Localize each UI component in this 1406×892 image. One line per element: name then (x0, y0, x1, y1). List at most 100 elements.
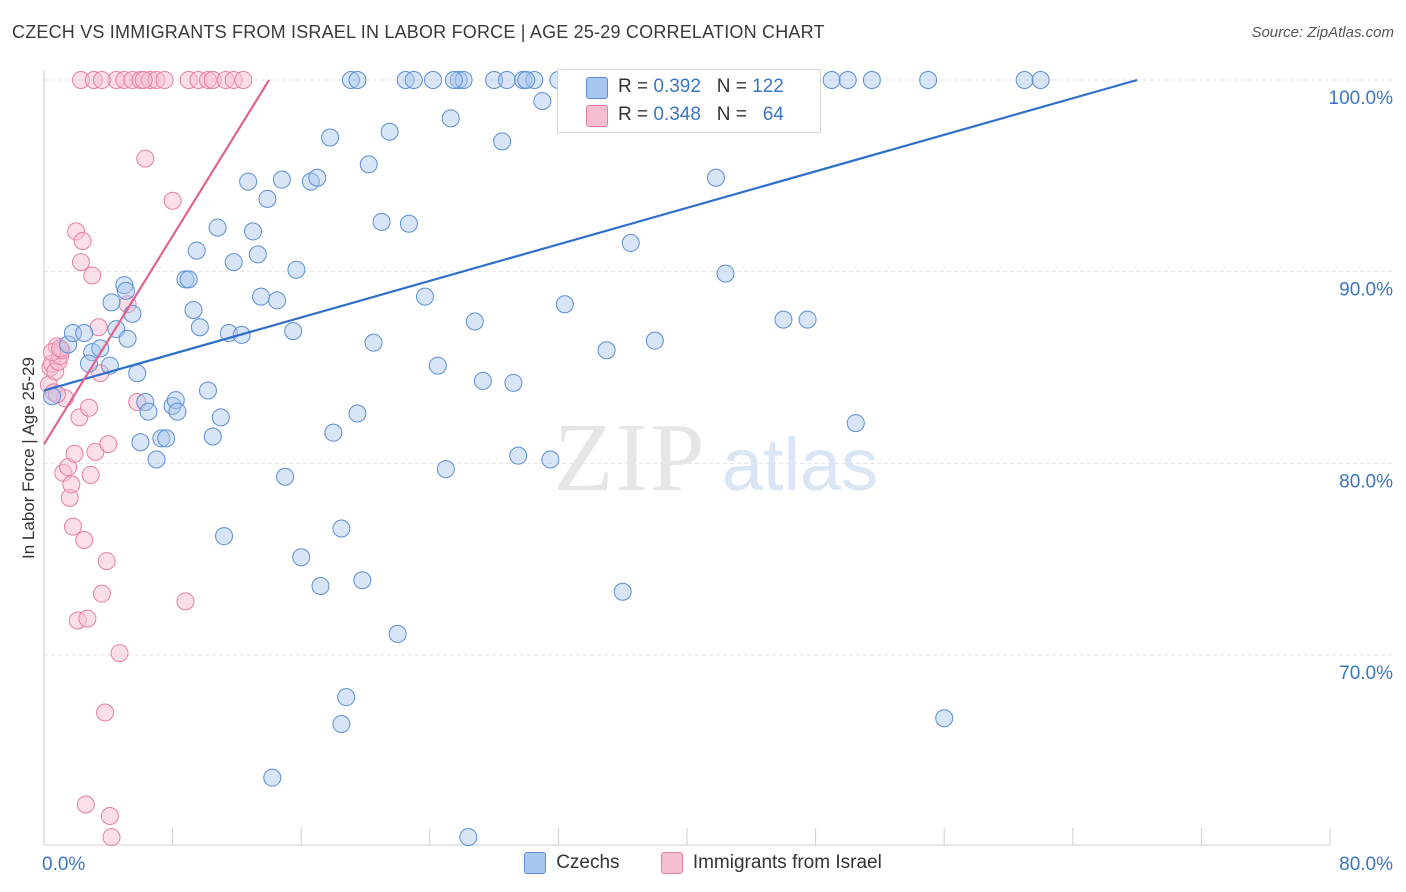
x-tick-label: 0.0% (42, 854, 85, 875)
czechs-point (465, 312, 484, 331)
czechs-point (497, 71, 516, 89)
israel-point (97, 552, 116, 571)
israel-point (136, 149, 155, 168)
israel-point (73, 232, 92, 250)
czechs-point (509, 446, 528, 465)
axes (43, 70, 1331, 846)
legend-israel-label: Immigrants from Israel (692, 852, 882, 873)
israel-point (110, 644, 129, 663)
czechs-point (243, 222, 262, 241)
czechs-r-label: R = (618, 76, 654, 97)
legend-israel-swatch (660, 852, 683, 874)
y-tick-label: 70.0% (1339, 663, 1393, 684)
czechs-point (139, 402, 158, 421)
czechs-point (380, 122, 399, 141)
israel-n-value: 64 (762, 104, 784, 125)
czechs-point (131, 433, 150, 452)
israel-point (102, 828, 121, 847)
israel-n-label: N = (716, 104, 753, 125)
czechs-point (342, 71, 361, 89)
czechs-point (179, 270, 198, 289)
czechs-point (184, 301, 203, 319)
israel-point (71, 253, 90, 272)
czechs-point (555, 295, 574, 314)
israel-point (155, 71, 174, 89)
watermark-zip: ZIP (554, 404, 707, 512)
czechs-point (163, 396, 182, 415)
legend-item-czechs[interactable]: Czechs (524, 852, 620, 874)
czechs-r-value: 0.392 (653, 76, 701, 97)
czechs-point (485, 71, 504, 89)
czechs-point (258, 189, 277, 208)
czechs-point (1015, 71, 1034, 89)
czechs-point (324, 423, 343, 442)
czechs-point (774, 310, 793, 329)
czechs-point (388, 624, 407, 643)
czechs-point (332, 519, 351, 538)
czechs-point (308, 168, 327, 187)
tick-labels: 70.0% 80.0% 90.0% 100.0% 0.0% 80.0% (42, 88, 1393, 875)
czechs-point (203, 427, 222, 446)
czechs-point (59, 335, 78, 354)
israel-point (80, 398, 99, 417)
watermark: ZIP atlas (554, 404, 879, 512)
trend-lines (43, 78, 1138, 445)
czechs-point (404, 71, 423, 89)
czechs-point (102, 293, 121, 312)
czechs-point (364, 333, 383, 352)
israel-point (100, 807, 119, 825)
x-tick-label: 80.0% (1339, 854, 1393, 875)
czechs-point (116, 281, 135, 300)
czechs-point (424, 71, 443, 89)
czechs-stats: R = 0.392 N = 122 (618, 76, 784, 98)
czechs-point (428, 356, 447, 375)
czechs-point (332, 715, 351, 733)
israel-point (92, 584, 111, 603)
israel-point (176, 592, 195, 611)
czechs-point (621, 233, 640, 252)
czechs-point (533, 92, 552, 111)
israel-r-value: 0.348 (653, 104, 701, 125)
czechs-point (517, 71, 536, 89)
czechs-point (436, 460, 455, 479)
czechs-n-label: N = (716, 76, 753, 97)
czechs-point (198, 381, 217, 400)
y-tick-label: 100.0% (1329, 88, 1394, 109)
israel-point (65, 444, 84, 463)
israel-point (96, 703, 115, 722)
israel-point (234, 71, 253, 89)
israel-point (83, 266, 102, 285)
czechs-point (454, 71, 473, 89)
israel-point (62, 475, 81, 494)
czechs-point (208, 218, 227, 237)
czechs-point (935, 709, 954, 728)
czechs-point (147, 450, 166, 469)
legend-czechs-label: Czechs (556, 852, 620, 873)
israel-point (78, 609, 97, 628)
czechs-point (75, 324, 94, 342)
czechs-point (152, 429, 171, 448)
czechs-point (348, 404, 367, 423)
czechs-trend-line (43, 78, 1138, 392)
czechs-point (353, 571, 372, 590)
czechs-point (248, 245, 267, 264)
czechs-point (215, 527, 234, 546)
legend-item-israel[interactable]: Immigrants from Israel (660, 852, 882, 874)
y-axis-label: In Labor Force | Age 25-29 (19, 357, 38, 559)
czechs-point (348, 71, 367, 89)
czechs-point (168, 402, 187, 421)
czechs-point (372, 212, 391, 231)
czechs-point (716, 264, 735, 283)
watermark-atlas: atlas (722, 423, 878, 506)
israel-point (75, 531, 94, 549)
czechs-point (597, 341, 616, 360)
czechs-point (276, 467, 295, 486)
czechs-point (846, 414, 865, 433)
czechs-point (399, 214, 418, 233)
czechs-point (224, 253, 243, 272)
czechs-point (359, 155, 378, 174)
czechs-point (838, 71, 857, 89)
czechs-point (706, 168, 725, 187)
czechs-point (284, 322, 303, 341)
